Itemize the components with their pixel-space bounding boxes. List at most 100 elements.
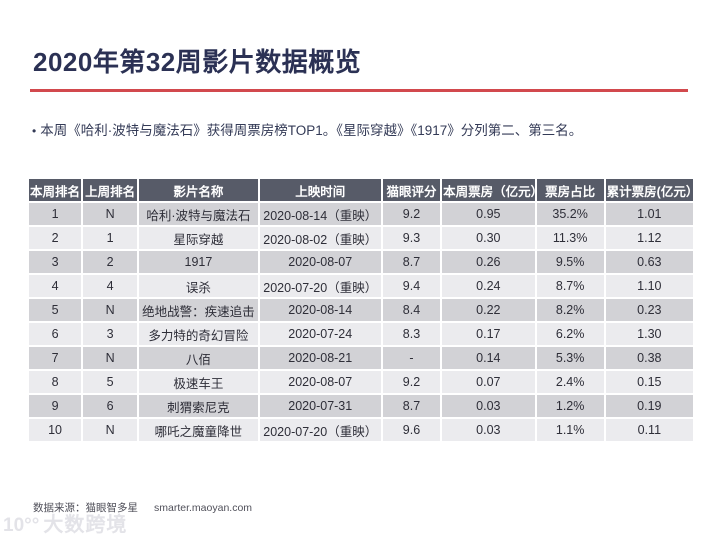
bullet-marker: •	[32, 124, 37, 138]
cell-movie-name: 极速车王	[139, 371, 258, 393]
table-row: 1 N 哈利·波特与魔法石 2020-08-14（重映） 9.2 0.95 35…	[29, 203, 693, 225]
table-row: 9 6 刺猬索尼克 2020-07-31 8.7 0.03 1.2% 0.19	[29, 395, 693, 417]
cell-this-week-rank: 10	[29, 419, 82, 441]
cell-maoyan-score: 9.3	[382, 227, 441, 249]
watermark-logo-text: 大数跨境	[43, 514, 128, 536]
table-header-row: 本周排名 上周排名 影片名称 上映时间 猫眼评分 本周票房（亿元） 票房占比 累…	[29, 179, 693, 201]
cell-maoyan-score: 9.2	[382, 203, 441, 225]
cell-maoyan-score: 9.6	[382, 419, 441, 441]
cell-movie-name: 多力特的奇幻冒险	[139, 323, 258, 345]
header-boxoffice-share: 票房占比	[536, 179, 604, 201]
cell-last-week-rank: 2	[83, 251, 138, 273]
cell-release-date: 2020-08-14（重映）	[259, 203, 381, 225]
cell-maoyan-score: 8.7	[382, 395, 441, 417]
cell-boxoffice-share: 11.3%	[536, 227, 604, 249]
table-row: 5 N 绝地战警：疾速追击 2020-08-14 8.4 0.22 8.2% 0…	[29, 299, 693, 321]
cell-boxoffice-share: 5.3%	[536, 347, 604, 369]
cell-release-date: 2020-07-31	[259, 395, 381, 417]
summary-text: 本周《哈利·波特与魔法石》获得周票房榜TOP1。《星际穿越》《1917》分列第二…	[40, 123, 583, 138]
cell-release-date: 2020-08-21	[259, 347, 381, 369]
cell-last-week-rank: 3	[83, 323, 138, 345]
cell-last-week-rank: 1	[83, 227, 138, 249]
cell-movie-name: 误杀	[139, 275, 258, 297]
summary-bullet-line: • 本周《哈利·波特与魔法石》获得周票房榜TOP1。《星际穿越》《1917》分列第…	[32, 119, 692, 139]
cell-release-date: 2020-08-07	[259, 251, 381, 273]
table-row: 2 1 星际穿越 2020-08-02（重映） 9.3 0.30 11.3% 1…	[29, 227, 693, 249]
table-row: 6 3 多力特的奇幻冒险 2020-07-24 8.3 0.17 6.2% 1.…	[29, 323, 693, 345]
cell-total-boxoffice: 0.15	[605, 371, 693, 393]
cell-total-boxoffice: 1.30	[605, 323, 693, 345]
data-source-label: 数据来源：猫眼智多星	[33, 502, 138, 514]
header-total-boxoffice: 累计票房(亿元）	[605, 179, 693, 201]
cell-week-boxoffice: 0.30	[442, 227, 535, 249]
cell-boxoffice-share: 2.4%	[536, 371, 604, 393]
cell-last-week-rank: N	[83, 419, 138, 441]
cell-week-boxoffice: 0.03	[442, 395, 535, 417]
cell-total-boxoffice: 0.23	[605, 299, 693, 321]
cell-boxoffice-share: 9.5%	[536, 251, 604, 273]
cell-week-boxoffice: 0.07	[442, 371, 535, 393]
cell-movie-name: 八佰	[139, 347, 258, 369]
cell-maoyan-score: 8.4	[382, 299, 441, 321]
cell-total-boxoffice: 0.38	[605, 347, 693, 369]
cell-last-week-rank: 6	[83, 395, 138, 417]
cell-release-date: 2020-07-20（重映）	[259, 419, 381, 441]
movie-data-table: 本周排名 上周排名 影片名称 上映时间 猫眼评分 本周票房（亿元） 票房占比 累…	[27, 177, 695, 443]
cell-last-week-rank: N	[83, 203, 138, 225]
data-source-line: 数据来源：猫眼智多星 smarter.maoyan.com	[33, 500, 252, 515]
cell-total-boxoffice: 0.11	[605, 419, 693, 441]
cell-movie-name: 绝地战警：疾速追击	[139, 299, 258, 321]
header-last-week-rank: 上周排名	[83, 179, 138, 201]
cell-this-week-rank: 2	[29, 227, 82, 249]
cell-release-date: 2020-07-24	[259, 323, 381, 345]
cell-this-week-rank: 9	[29, 395, 82, 417]
cell-last-week-rank: N	[83, 347, 138, 369]
cell-maoyan-score: 9.4	[382, 275, 441, 297]
cell-this-week-rank: 7	[29, 347, 82, 369]
cell-movie-name: 哈利·波特与魔法石	[139, 203, 258, 225]
watermark-logo: 10°° 大数跨境	[3, 508, 127, 537]
header-release-date: 上映时间	[259, 179, 381, 201]
cell-total-boxoffice: 1.10	[605, 275, 693, 297]
cell-total-boxoffice: 1.01	[605, 203, 693, 225]
page-title: 2020年第32周影片数据概览	[33, 47, 362, 77]
cell-movie-name: 星际穿越	[139, 227, 258, 249]
cell-movie-name: 刺猬索尼克	[139, 395, 258, 417]
cell-last-week-rank: N	[83, 299, 138, 321]
cell-movie-name: 哪吒之魔童降世	[139, 419, 258, 441]
cell-this-week-rank: 5	[29, 299, 82, 321]
cell-maoyan-score: 9.2	[382, 371, 441, 393]
movie-data-table-wrap: 本周排名 上周排名 影片名称 上映时间 猫眼评分 本周票房（亿元） 票房占比 累…	[27, 177, 695, 443]
cell-boxoffice-share: 8.2%	[536, 299, 604, 321]
cell-release-date: 2020-07-20（重映）	[259, 275, 381, 297]
cell-week-boxoffice: 0.17	[442, 323, 535, 345]
cell-week-boxoffice: 0.14	[442, 347, 535, 369]
cell-last-week-rank: 5	[83, 371, 138, 393]
cell-boxoffice-share: 35.2%	[536, 203, 604, 225]
cell-maoyan-score: -	[382, 347, 441, 369]
cell-this-week-rank: 8	[29, 371, 82, 393]
cell-week-boxoffice: 0.24	[442, 275, 535, 297]
cell-this-week-rank: 1	[29, 203, 82, 225]
header-week-boxoffice: 本周票房（亿元）	[442, 179, 535, 201]
table-row: 4 4 误杀 2020-07-20（重映） 9.4 0.24 8.7% 1.10	[29, 275, 693, 297]
cell-release-date: 2020-08-07	[259, 371, 381, 393]
cell-boxoffice-share: 1.2%	[536, 395, 604, 417]
cell-boxoffice-share: 1.1%	[536, 419, 604, 441]
cell-week-boxoffice: 0.26	[442, 251, 535, 273]
title-divider	[30, 89, 688, 92]
table-row: 8 5 极速车王 2020-08-07 9.2 0.07 2.4% 0.15	[29, 371, 693, 393]
cell-this-week-rank: 3	[29, 251, 82, 273]
cell-movie-name: 1917	[139, 251, 258, 273]
header-maoyan-score: 猫眼评分	[382, 179, 441, 201]
table-row: 3 2 1917 2020-08-07 8.7 0.26 9.5% 0.63	[29, 251, 693, 273]
cell-boxoffice-share: 6.2%	[536, 323, 604, 345]
watermark-logo-mark: 10°°	[3, 515, 40, 536]
cell-this-week-rank: 6	[29, 323, 82, 345]
cell-week-boxoffice: 0.22	[442, 299, 535, 321]
header-this-week-rank: 本周排名	[29, 179, 82, 201]
cell-week-boxoffice: 0.95	[442, 203, 535, 225]
cell-total-boxoffice: 1.12	[605, 227, 693, 249]
data-source-url: smarter.maoyan.com	[154, 502, 253, 514]
cell-week-boxoffice: 0.03	[442, 419, 535, 441]
